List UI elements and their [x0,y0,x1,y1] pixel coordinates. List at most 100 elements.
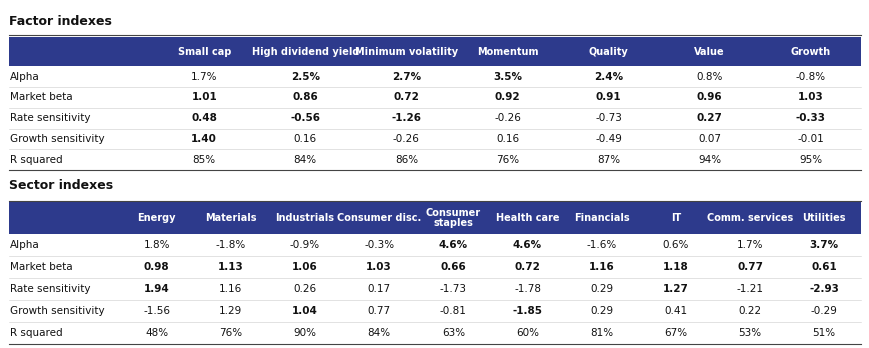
Text: 1.7%: 1.7% [190,72,217,82]
Text: 0.77: 0.77 [736,262,762,272]
Text: IT: IT [670,213,680,223]
Text: 2.7%: 2.7% [391,72,421,82]
Text: Rate sensitivity: Rate sensitivity [10,113,90,123]
Text: R squared: R squared [10,155,63,165]
Text: 1.16: 1.16 [219,284,242,294]
Text: 0.96: 0.96 [696,93,721,103]
Text: 48%: 48% [145,328,168,338]
Text: Value: Value [693,47,724,57]
Text: 0.27: 0.27 [696,113,722,123]
Text: R squared: R squared [10,328,63,338]
Text: -0.49: -0.49 [594,134,621,144]
Text: Consumer
staples: Consumer staples [425,208,481,228]
Text: -1.78: -1.78 [514,284,541,294]
Text: 1.8%: 1.8% [143,240,169,250]
Text: 0.72: 0.72 [393,93,419,103]
Text: 1.03: 1.03 [366,262,392,272]
Text: Factor indexes: Factor indexes [9,15,111,28]
Text: Market beta: Market beta [10,262,73,272]
Bar [9,203,860,234]
Text: 1.40: 1.40 [191,134,217,144]
Bar [9,37,860,66]
Text: 0.29: 0.29 [589,306,613,316]
Text: 1.94: 1.94 [143,284,169,294]
Text: 0.91: 0.91 [595,93,620,103]
Text: 0.66: 0.66 [440,262,466,272]
Text: 1.01: 1.01 [191,93,216,103]
Text: 0.17: 0.17 [368,284,390,294]
Text: -0.81: -0.81 [440,306,467,316]
Text: 94%: 94% [697,155,720,165]
Text: Growth: Growth [790,47,830,57]
Text: 67%: 67% [664,328,687,338]
Text: Market beta: Market beta [10,93,73,103]
Text: 0.26: 0.26 [293,284,316,294]
Text: 4.6%: 4.6% [438,240,468,250]
Text: Materials: Materials [205,213,256,223]
Text: 51%: 51% [812,328,835,338]
Text: -0.26: -0.26 [494,113,521,123]
Text: Utilities: Utilities [801,213,845,223]
Text: -0.8%: -0.8% [795,72,825,82]
Text: 81%: 81% [589,328,613,338]
Text: -1.85: -1.85 [512,306,542,316]
Text: Alpha: Alpha [10,240,40,250]
Text: -1.26: -1.26 [391,113,421,123]
Text: High dividend yield: High dividend yield [251,47,359,57]
Text: 90%: 90% [293,328,316,338]
Text: 0.29: 0.29 [589,284,613,294]
Text: 0.61: 0.61 [811,262,836,272]
Text: 85%: 85% [192,155,216,165]
Text: 0.48: 0.48 [191,113,217,123]
Text: 4.6%: 4.6% [513,240,541,250]
Text: 3.7%: 3.7% [809,240,838,250]
Text: -1.6%: -1.6% [586,240,616,250]
Text: Energy: Energy [137,213,176,223]
Text: 0.16: 0.16 [294,134,316,144]
Text: Alpha: Alpha [10,72,40,82]
Text: -1.56: -1.56 [143,306,170,316]
Text: 84%: 84% [368,328,390,338]
Text: 3.5%: 3.5% [493,72,521,82]
Text: Minimum volatility: Minimum volatility [355,47,457,57]
Text: 1.7%: 1.7% [736,240,762,250]
Text: -0.29: -0.29 [810,306,837,316]
Text: 76%: 76% [495,155,519,165]
Text: Growth sensitivity: Growth sensitivity [10,306,105,316]
Text: Health care: Health care [495,213,559,223]
Text: 87%: 87% [596,155,620,165]
Text: Rate sensitivity: Rate sensitivity [10,284,90,294]
Text: 0.41: 0.41 [664,306,687,316]
Text: 76%: 76% [219,328,242,338]
Text: -0.33: -0.33 [795,113,825,123]
Text: 1.16: 1.16 [588,262,614,272]
Text: 1.04: 1.04 [292,306,317,316]
Text: Quality: Quality [588,47,627,57]
Text: -1.21: -1.21 [736,284,763,294]
Text: 1.18: 1.18 [662,262,688,272]
Text: 84%: 84% [294,155,316,165]
Text: 60%: 60% [515,328,539,338]
Text: -0.73: -0.73 [594,113,621,123]
Text: 53%: 53% [738,328,760,338]
Text: -0.26: -0.26 [393,134,420,144]
Text: 0.6%: 0.6% [662,240,688,250]
Text: -0.9%: -0.9% [289,240,320,250]
Text: 1.27: 1.27 [662,284,688,294]
Text: 86%: 86% [395,155,417,165]
Text: 63%: 63% [441,328,464,338]
Text: -0.3%: -0.3% [363,240,394,250]
Text: Comm. services: Comm. services [706,213,793,223]
Text: 0.72: 0.72 [514,262,540,272]
Text: 2.4%: 2.4% [594,72,622,82]
Text: 95%: 95% [799,155,821,165]
Text: Momentum: Momentum [476,47,538,57]
Text: 0.77: 0.77 [368,306,390,316]
Text: 1.13: 1.13 [217,262,243,272]
Text: -1.8%: -1.8% [216,240,246,250]
Text: Consumer disc.: Consumer disc. [336,213,421,223]
Text: -0.56: -0.56 [290,113,320,123]
Text: Growth sensitivity: Growth sensitivity [10,134,105,144]
Text: 0.16: 0.16 [495,134,519,144]
Text: -1.73: -1.73 [440,284,467,294]
